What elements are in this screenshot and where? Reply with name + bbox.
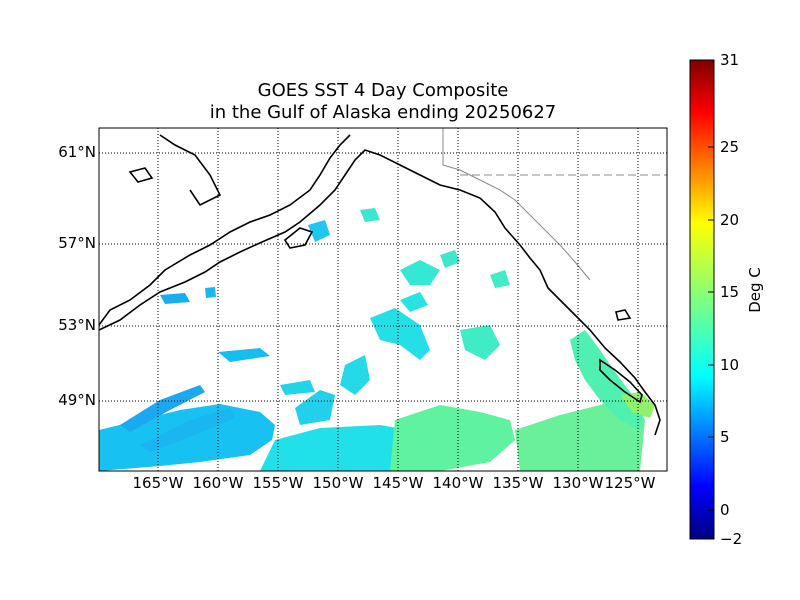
map-frame bbox=[98, 127, 668, 472]
colorbar-tick-10: 10 bbox=[720, 356, 740, 374]
coastline-layer bbox=[99, 134, 661, 436]
colorbar-tick-15: 15 bbox=[720, 283, 740, 301]
lat-label-49n: 49°N bbox=[58, 391, 96, 409]
sst-aleutian-blob-1 bbox=[160, 293, 190, 304]
map-title-line-1: GOES SST 4 Day Composite bbox=[257, 80, 509, 101]
colorbar-label: Deg C bbox=[746, 267, 764, 313]
bristol-bay-coast bbox=[99, 134, 351, 326]
sst-mid-blob-6 bbox=[490, 270, 510, 288]
sst-mid-blob-5 bbox=[400, 260, 440, 285]
colorbar-tick-20: 20 bbox=[720, 211, 740, 229]
sst-coastal-bc bbox=[570, 330, 645, 430]
map-plot-area bbox=[99, 128, 667, 471]
north-coast-segment bbox=[159, 134, 222, 207]
sst-shelikof-blob bbox=[308, 220, 330, 242]
lon-label-145w: 145°W bbox=[372, 474, 424, 492]
sst-south-east-band bbox=[390, 405, 515, 471]
sst-southwest-streak-2 bbox=[140, 408, 235, 452]
island-1 bbox=[128, 167, 154, 183]
colorbar-tick-0: 0 bbox=[720, 501, 730, 519]
colorbar-tick-minus-2: −2 bbox=[720, 530, 743, 548]
colorbar-tick-31: 31 bbox=[720, 51, 740, 69]
lon-label-135w: 135°W bbox=[492, 474, 544, 492]
border-layer bbox=[442, 128, 667, 281]
sst-aleutian-blob-2 bbox=[205, 287, 216, 298]
lat-label-57n: 57°N bbox=[58, 234, 96, 252]
lon-label-125w: 125°W bbox=[604, 474, 656, 492]
kodiak-island bbox=[283, 227, 314, 249]
graticule bbox=[99, 128, 667, 471]
colorbar-tick-marks bbox=[708, 59, 714, 540]
sst-south-center-band bbox=[260, 425, 425, 471]
sst-southwest-blob-4 bbox=[280, 380, 315, 395]
lon-label-155w: 155°W bbox=[252, 474, 304, 492]
lon-label-165w: 165°W bbox=[132, 474, 184, 492]
sst-southwest-streak bbox=[120, 385, 205, 432]
sst-south-center-blob bbox=[295, 390, 335, 425]
lon-label-140w: 140°W bbox=[432, 474, 484, 492]
canada-us-border bbox=[442, 128, 591, 281]
colorbar bbox=[689, 59, 715, 540]
colorbar-tick-25: 25 bbox=[720, 138, 740, 156]
sst-aleutian-blob-3 bbox=[218, 348, 270, 362]
island-2 bbox=[615, 309, 632, 321]
lat-label-61n: 61°N bbox=[58, 143, 96, 161]
sst-mid-blob-1 bbox=[370, 308, 430, 360]
sst-north-blob bbox=[360, 208, 380, 222]
vancouver-island bbox=[599, 358, 643, 404]
sst-south-far-east bbox=[515, 395, 645, 471]
sst-mid-blob-3 bbox=[460, 325, 500, 360]
lon-label-150w: 150°W bbox=[312, 474, 364, 492]
alaska-peninsula-coast bbox=[99, 149, 661, 436]
sst-mid-blob-4 bbox=[340, 355, 370, 395]
sst-mid-blob-2 bbox=[400, 292, 428, 312]
map-title-line-2: in the Gulf of Alaska ending 20250627 bbox=[209, 102, 557, 123]
lat-label-53n: 53°N bbox=[58, 316, 96, 334]
lon-label-160w: 160°W bbox=[192, 474, 244, 492]
sst-data-layer bbox=[99, 208, 655, 471]
lon-label-130w: 130°W bbox=[552, 474, 604, 492]
colorbar-tick-5: 5 bbox=[720, 428, 730, 446]
sst-north-mid-blob bbox=[440, 250, 460, 268]
